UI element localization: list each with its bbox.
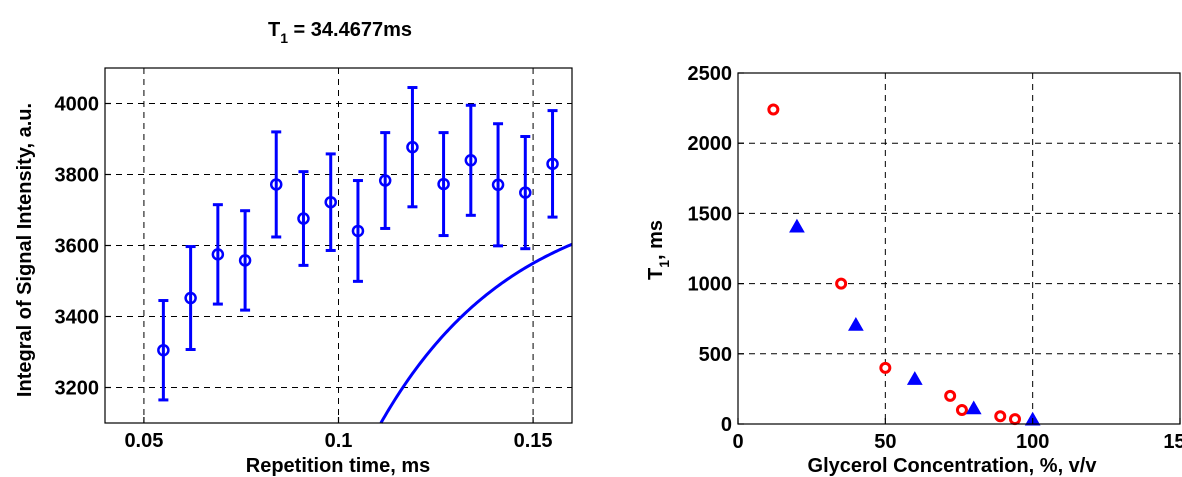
left-data-point: [464, 103, 478, 217]
right-y-tick-label: 0: [721, 414, 732, 436]
right-circle-marker: [767, 103, 780, 116]
right-triangle-marker: [906, 371, 923, 385]
right-triangle-marker: [789, 218, 805, 233]
left-data-point: [378, 131, 392, 230]
left-data-marker: [378, 174, 392, 187]
left-x-tick-label: 0.05: [124, 430, 163, 452]
right-data-points: [767, 103, 1041, 426]
right-series-triangle: [789, 218, 1041, 426]
left-data-point: [324, 152, 337, 252]
left-y-tick-label: 3400: [55, 307, 100, 329]
right-x-tick-label: 100: [1016, 431, 1049, 453]
right-plot-area: [738, 73, 1180, 424]
right-y-axis-label: T1, ms: [645, 220, 672, 280]
left-data-marker: [437, 177, 450, 191]
right-x-tick-label: 0: [732, 431, 743, 453]
left-data-marker: [406, 140, 419, 154]
left-data-point: [519, 135, 532, 251]
left-data-marker: [351, 224, 365, 238]
right-circle-marker: [994, 410, 1007, 423]
right-x-ticks: 0 50 100 150: [732, 418, 1182, 453]
left-data-marker: [184, 291, 197, 305]
left-x-tick-label: 0.15: [514, 430, 553, 452]
left-data-point: [351, 179, 365, 283]
right-circle-marker: [835, 277, 848, 290]
left-y-axis-label: Integral of Signal Intensity, a.u.: [14, 103, 36, 397]
right-circle-marker: [955, 403, 968, 416]
right-x-tick-label: 150: [1163, 431, 1182, 453]
left-y-tick-label: 4000: [55, 94, 100, 116]
left-data-marker: [519, 186, 532, 199]
left-data-marker: [211, 248, 225, 261]
left-x-axis-label: Repetition time, ms: [246, 455, 430, 477]
left-data-marker: [546, 157, 559, 171]
right-circle-marker: [1008, 413, 1021, 426]
right-y-tick-label: 500: [699, 344, 732, 366]
right-y-tick-label: 1000: [688, 274, 733, 296]
right-ylabel-sub: 1: [656, 260, 672, 268]
right-triangle-marker: [848, 317, 864, 331]
left-data-point: [546, 109, 559, 219]
left-y-tick-label: 3200: [55, 378, 100, 400]
right-circle-marker: [879, 361, 892, 374]
left-grid: [105, 68, 572, 423]
left-fit-curve: [379, 242, 573, 424]
left-data-point: [406, 86, 419, 209]
left-data-point: [437, 131, 450, 238]
left-data-marker: [297, 212, 310, 225]
left-x-ticks: 0.05 0.1 0.15: [124, 417, 553, 452]
left-data-marker: [238, 254, 252, 267]
left-fit-line: [379, 242, 573, 424]
left-title-rest: = 34.4677ms: [288, 19, 412, 41]
right-triangle-marker: [965, 400, 982, 415]
left-data-marker: [157, 343, 170, 357]
right-panel: 0 50 100 150 0 500 1000 1500 2000 2500 Glycerol …: [645, 63, 1182, 477]
left-y-ticks: 3200 3400 3600 3800 4000: [55, 94, 111, 400]
left-data-marker: [491, 178, 505, 192]
right-ylabel-main: T: [645, 268, 667, 280]
right-x-tick-label: 50: [874, 431, 896, 453]
left-chart-title: T1 = 34.4677ms: [268, 19, 412, 46]
right-circle-marker: [944, 389, 957, 402]
right-ylabel-rest: , ms: [645, 220, 667, 260]
left-title-main: T: [268, 19, 280, 41]
left-panel: 0.05 0.1 0.15 3200 3400 3600 3800 4000 T1 = 34…: [14, 19, 573, 477]
left-data-marker: [269, 178, 283, 191]
right-x-axis-label: Glycerol Concentration, %, v/v: [808, 455, 1098, 477]
right-y-tick-label: 2000: [688, 133, 733, 155]
left-data-point: [157, 299, 170, 402]
left-x-tick-label: 0.1: [325, 430, 353, 452]
right-axes-box: [737, 72, 1181, 425]
right-y-tick-label: 1500: [688, 203, 733, 225]
left-data-marker: [464, 154, 478, 167]
left-data-point: [184, 245, 197, 352]
left-data-point: [269, 130, 283, 239]
right-series-circle: [767, 103, 1021, 426]
right-grid: [738, 73, 1180, 424]
left-data-point: [238, 209, 252, 312]
left-data-marker: [324, 195, 337, 209]
left-y-tick-label: 3800: [55, 165, 100, 187]
right-y-tick-label: 2500: [688, 63, 733, 85]
left-title-sub: 1: [280, 30, 288, 46]
left-data-points: [157, 86, 559, 402]
left-data-point: [211, 203, 225, 306]
right-y-ticks: 0 500 1000 1500 2000 2500: [688, 63, 744, 436]
left-y-tick-label: 3600: [55, 236, 100, 258]
left-data-point: [491, 122, 505, 248]
left-data-point: [297, 170, 310, 267]
